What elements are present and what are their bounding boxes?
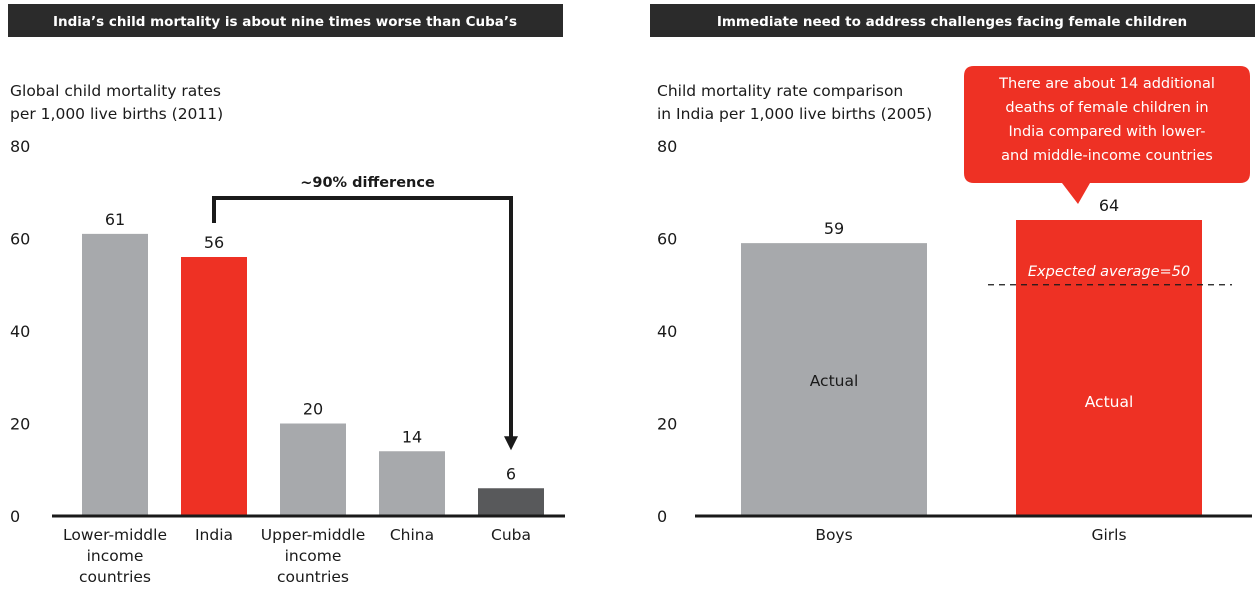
left-category-label-2-2: countries: [277, 568, 349, 586]
left-bar-3: [379, 451, 445, 516]
right-y-axis-ticks: 0 20 40 60 80: [657, 137, 677, 526]
right-value-label-1: 64: [1099, 196, 1119, 215]
left-category-label-3-0: China: [390, 526, 434, 544]
right-category-label-1: Girls: [1091, 526, 1126, 544]
left-value-label-0: 61: [105, 210, 125, 229]
left-bar-1: [181, 257, 247, 516]
right-chart-title: Immediate need to address challenges fac…: [717, 14, 1187, 30]
left-value-labels: 61 56 20 14 6: [105, 210, 516, 483]
right-chart: Immediate need to address challenges fac…: [650, 4, 1255, 544]
left-category-label-0-1: income: [87, 547, 144, 565]
right-y-tick-40: 40: [657, 322, 677, 341]
right-bar-labels: Actual Actual: [810, 372, 1134, 411]
right-y-tick-0: 0: [657, 507, 667, 526]
left-bar-0: [82, 233, 148, 516]
left-category-label-1-0: India: [195, 526, 233, 544]
right-category-label-0: Boys: [815, 526, 852, 544]
left-category-label-0-0: Lower-middle: [63, 526, 167, 544]
right-bar-0: [741, 243, 927, 516]
left-value-label-1: 56: [204, 233, 224, 252]
left-subtitle-line-1: Global child mortality rates: [10, 82, 221, 100]
left-bars: [82, 233, 544, 516]
left-value-label-2: 20: [303, 400, 323, 419]
left-value-label-4: 6: [506, 464, 516, 483]
right-value-labels: 59 64: [824, 196, 1119, 238]
callout-bubble: [964, 66, 1250, 204]
left-chart: India’s child mortality is about nine ti…: [8, 4, 565, 586]
left-subtitle-line-2: per 1,000 live births (2011): [10, 105, 223, 123]
right-bar-1: [1016, 220, 1202, 516]
left-y-tick-60: 60: [10, 230, 30, 249]
right-y-tick-20: 20: [657, 415, 677, 434]
left-category-label-0-2: countries: [79, 568, 151, 586]
difference-annotation: ~90% difference: [300, 175, 435, 191]
left-y-tick-40: 40: [10, 322, 30, 341]
callout-line-0: There are about 14 additional: [998, 76, 1215, 92]
expected-average-label: Expected average=50: [1028, 264, 1190, 280]
right-y-tick-80: 80: [657, 137, 677, 156]
left-y-tick-20: 20: [10, 415, 30, 434]
left-bar-4: [478, 488, 544, 516]
difference-arrowhead: [504, 436, 518, 451]
left-category-labels: Lower-middle income countries India Upper-mi…: [63, 526, 531, 586]
difference-bracket: [212, 196, 513, 441]
left-y-tick-80: 80: [10, 137, 30, 156]
left-category-label-2-1: income: [285, 547, 342, 565]
left-y-tick-0: 0: [10, 507, 20, 526]
left-y-axis-ticks: 0 20 40 60 80: [10, 137, 30, 526]
left-category-label-4-0: Cuba: [491, 526, 531, 544]
right-subtitle-line-2: in India per 1,000 live births (2005): [657, 105, 932, 123]
left-value-label-3: 14: [402, 427, 422, 446]
right-title-banner: [650, 4, 1255, 37]
left-category-label-2-0: Upper-middle: [261, 526, 365, 544]
callout-line-3: and middle-income countries: [1001, 148, 1213, 164]
right-category-labels: Boys Girls: [815, 526, 1126, 544]
right-bar-label-1: Actual: [1085, 393, 1134, 411]
left-chart-title: India’s child mortality is about nine ti…: [53, 14, 517, 30]
right-y-tick-60: 60: [657, 230, 677, 249]
left-title-banner: [8, 4, 563, 37]
right-bar-label-0: Actual: [810, 372, 859, 390]
left-bar-2: [280, 423, 346, 516]
right-value-label-0: 59: [824, 219, 844, 238]
callout-line-1: deaths of female children in: [1005, 100, 1208, 116]
right-bars: [741, 220, 1202, 516]
right-subtitle-line-1: Child mortality rate comparison: [657, 82, 903, 100]
callout-text: There are about 14 additional deaths of f…: [998, 76, 1215, 164]
callout-line-2: India compared with lower-: [1009, 124, 1206, 140]
